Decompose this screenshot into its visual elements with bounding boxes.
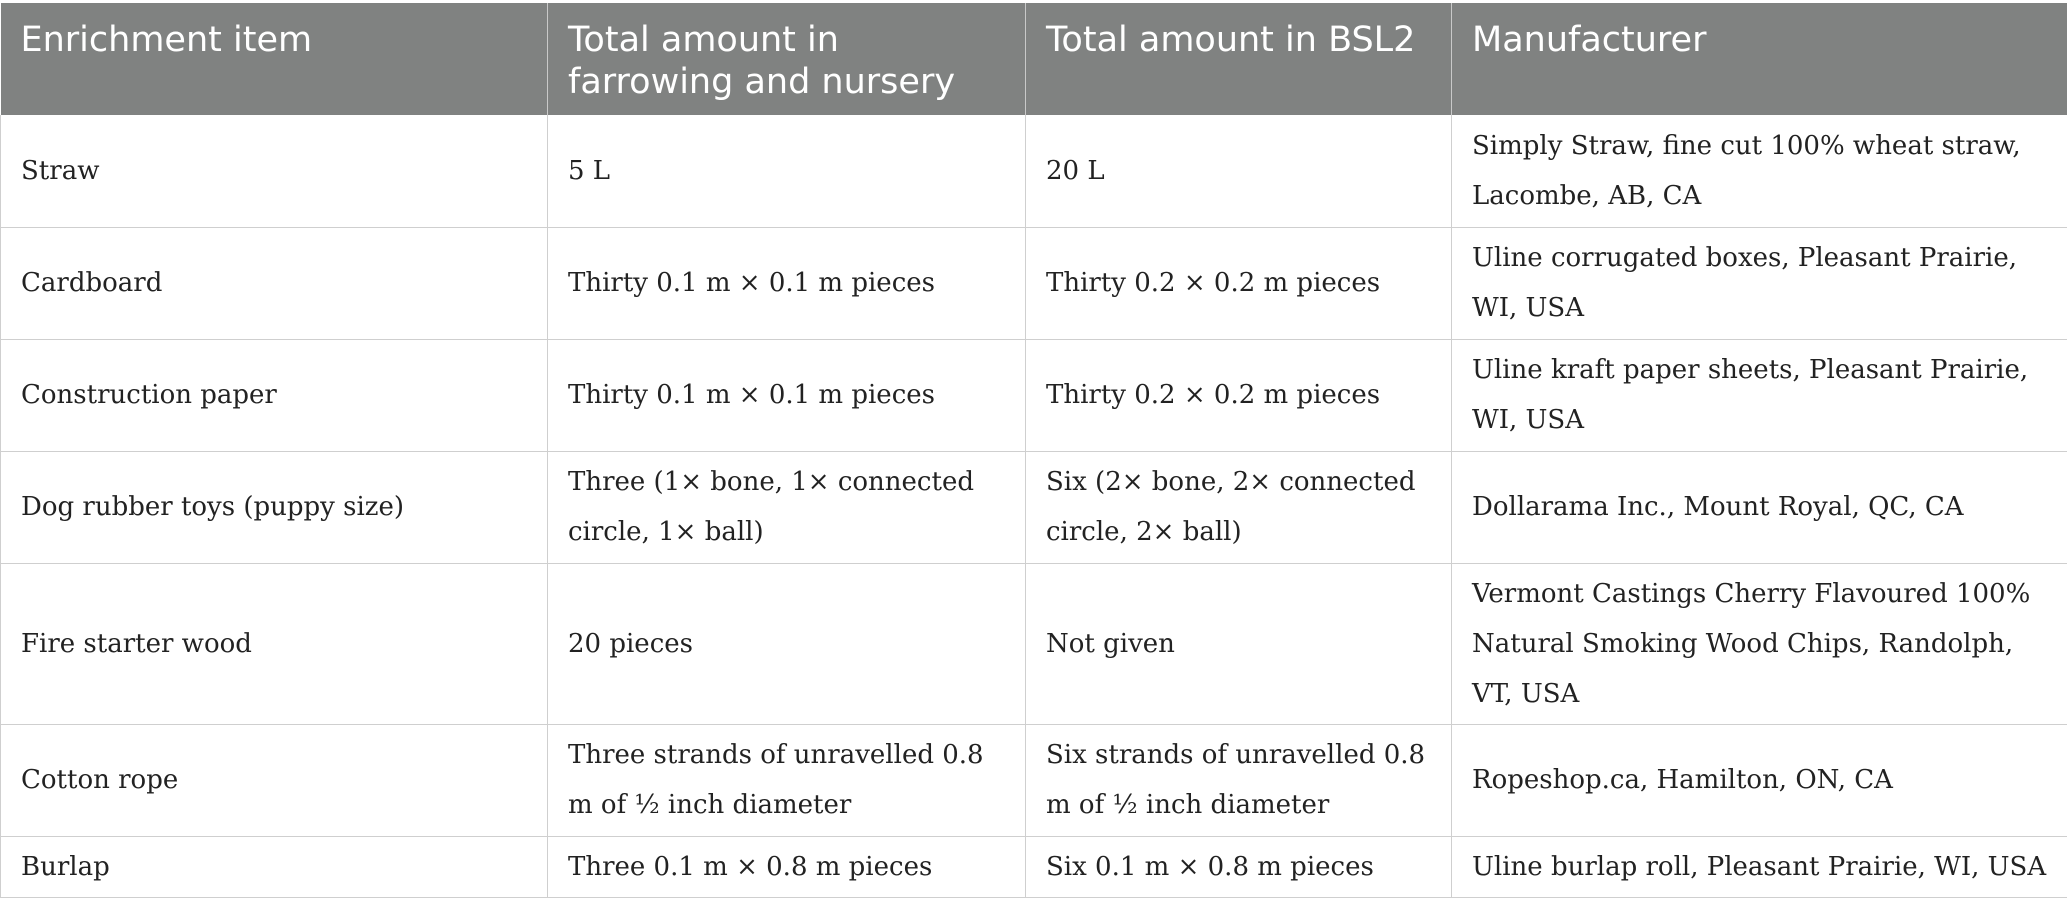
table-header: Enrichment item Total amount in farrowin… bbox=[0, 3, 2067, 115]
cell-item: Straw bbox=[0, 115, 548, 228]
cell-bsl2: Thirty 0.2 × 0.2 m pieces bbox=[1025, 339, 1452, 452]
cell-bsl2: Not given bbox=[1025, 563, 1452, 725]
table-row: Burlap Three 0.1 m × 0.8 m pieces Six 0.… bbox=[0, 836, 2067, 898]
table-row: Construction paper Thirty 0.1 m × 0.1 m … bbox=[0, 339, 2067, 452]
header-row: Enrichment item Total amount in farrowin… bbox=[0, 3, 2067, 115]
header-farrowing-nursery-amount: Total amount in farrowing and nursery bbox=[547, 3, 1026, 115]
cell-bsl2: Six strands of unravelled 0.8 m of ½ inc… bbox=[1025, 724, 1452, 837]
header-bsl2-amount: Total amount in BSL2 bbox=[1025, 3, 1452, 115]
cell-manufacturer: Simply Straw, fine cut 100% wheat straw,… bbox=[1451, 115, 2067, 228]
cell-farrowing-nursery: Thirty 0.1 m × 0.1 m pieces bbox=[547, 227, 1026, 340]
cell-farrowing-nursery: Three strands of unravelled 0.8 m of ½ i… bbox=[547, 724, 1026, 837]
table-row: Dog rubber toys (puppy size) Three (1× b… bbox=[0, 451, 2067, 564]
cell-manufacturer: Vermont Castings Cherry Flavoured 100% N… bbox=[1451, 563, 2067, 725]
cell-item: Construction paper bbox=[0, 339, 548, 452]
enrichment-table: Enrichment item Total amount in farrowin… bbox=[0, 3, 2067, 898]
cell-bsl2: 20 L bbox=[1025, 115, 1452, 228]
cell-item: Cotton rope bbox=[0, 724, 548, 837]
table-body: Straw 5 L 20 L Simply Straw, fine cut 10… bbox=[0, 115, 2067, 898]
cell-item: Cardboard bbox=[0, 227, 548, 340]
cell-item: Burlap bbox=[0, 836, 548, 898]
header-enrichment-item: Enrichment item bbox=[0, 3, 548, 115]
cell-farrowing-nursery: 20 pieces bbox=[547, 563, 1026, 725]
cell-manufacturer: Dollarama Inc., Mount Royal, QC, CA bbox=[1451, 451, 2067, 564]
cell-farrowing-nursery: 5 L bbox=[547, 115, 1026, 228]
table-row: Straw 5 L 20 L Simply Straw, fine cut 10… bbox=[0, 115, 2067, 228]
cell-bsl2: Thirty 0.2 × 0.2 m pieces bbox=[1025, 227, 1452, 340]
cell-farrowing-nursery: Thirty 0.1 m × 0.1 m pieces bbox=[547, 339, 1026, 452]
table-row: Cotton rope Three strands of unravelled … bbox=[0, 724, 2067, 837]
cell-item: Dog rubber toys (puppy size) bbox=[0, 451, 548, 564]
cell-bsl2: Six (2× bone, 2× connected circle, 2× ba… bbox=[1025, 451, 1452, 564]
header-manufacturer: Manufacturer bbox=[1451, 3, 2067, 115]
cell-bsl2: Six 0.1 m × 0.8 m pieces bbox=[1025, 836, 1452, 898]
table-row: Fire starter wood 20 pieces Not given Ve… bbox=[0, 563, 2067, 725]
table-row: Cardboard Thirty 0.1 m × 0.1 m pieces Th… bbox=[0, 227, 2067, 340]
cell-farrowing-nursery: Three 0.1 m × 0.8 m pieces bbox=[547, 836, 1026, 898]
cell-manufacturer: Uline kraft paper sheets, Pleasant Prair… bbox=[1451, 339, 2067, 452]
cell-item: Fire starter wood bbox=[0, 563, 548, 725]
cell-manufacturer: Uline burlap roll, Pleasant Prairie, WI,… bbox=[1451, 836, 2067, 898]
cell-manufacturer: Ropeshop.ca, Hamilton, ON, CA bbox=[1451, 724, 2067, 837]
cell-manufacturer: Uline corrugated boxes, Pleasant Prairie… bbox=[1451, 227, 2067, 340]
cell-farrowing-nursery: Three (1× bone, 1× connected circle, 1× … bbox=[547, 451, 1026, 564]
